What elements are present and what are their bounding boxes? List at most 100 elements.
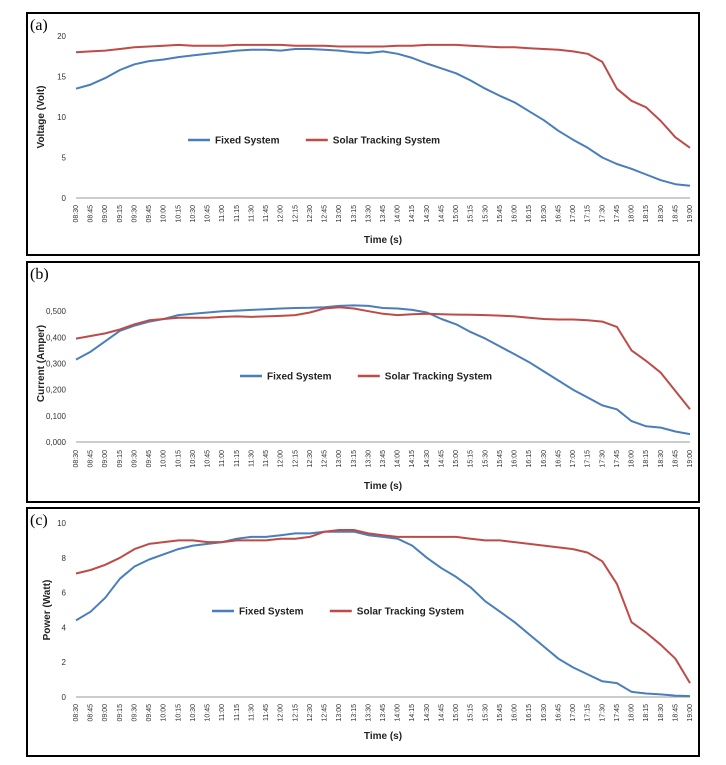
y-tick-label: 10 xyxy=(57,113,66,122)
x-axis-title: Time (s) xyxy=(364,481,402,492)
x-tick-label: 15:30 xyxy=(482,704,489,722)
x-tick-label: 15:15 xyxy=(468,704,475,722)
x-tick-label: 16:15 xyxy=(526,450,533,468)
y-tick-label: 0,400 xyxy=(46,333,67,342)
x-tick-label: 08:45 xyxy=(88,205,95,223)
x-tick-label: 16:00 xyxy=(512,450,519,468)
x-tick-label: 10:45 xyxy=(205,205,212,223)
x-tick-label: 18:30 xyxy=(658,205,665,223)
x-tick-label: 13:45 xyxy=(380,450,387,468)
y-axis-title: Voltage (Volt) xyxy=(36,86,47,149)
legend-label: Solar Tracking System xyxy=(385,372,492,383)
x-tick-label: 12:30 xyxy=(307,205,314,223)
x-tick-label: 14:00 xyxy=(395,205,402,223)
legend-label: Solar Tracking System xyxy=(357,607,464,618)
x-tick-label: 09:15 xyxy=(117,704,124,722)
x-tick-label: 18:15 xyxy=(643,450,650,468)
x-tick-label: 17:00 xyxy=(570,704,577,722)
y-tick-label: 0 xyxy=(62,693,67,702)
chart-panel-3: (c) 0 2 4 6 8 10 08:30 08:45 09:00 09:15 09:30 09:45… xyxy=(26,507,700,757)
x-tick-label: 16:15 xyxy=(526,704,533,722)
panel-label: (c) xyxy=(30,512,48,529)
x-tick-label: 08:45 xyxy=(88,704,95,722)
y-tick-label: 0,500 xyxy=(46,307,67,316)
x-tick-label: 16:00 xyxy=(512,205,519,223)
x-tick-label: 10:15 xyxy=(175,450,182,468)
panel-frame xyxy=(26,261,700,503)
x-tick-label: 11:30 xyxy=(248,450,255,467)
x-tick-label: 10:00 xyxy=(161,450,168,468)
x-tick-label: 18:15 xyxy=(643,704,650,722)
x-tick-label: 16:30 xyxy=(541,205,548,223)
x-tick-label: 14:45 xyxy=(438,704,445,722)
x-tick-label: 15:45 xyxy=(497,450,504,468)
legend-label: Fixed System xyxy=(215,136,280,147)
x-tick-label: 11:45 xyxy=(263,205,270,222)
x-tick-label: 10:30 xyxy=(190,205,197,223)
x-tick-label: 16:30 xyxy=(541,450,548,468)
x-tick-label: 17:00 xyxy=(570,450,577,468)
x-tick-label: 09:00 xyxy=(102,450,109,468)
x-tick-label: 16:45 xyxy=(555,205,562,223)
x-tick-label: 15:00 xyxy=(453,205,460,223)
x-tick-label: 10:15 xyxy=(175,205,182,223)
x-tick-label: 12:00 xyxy=(278,704,285,722)
x-tick-label: 13:15 xyxy=(351,450,358,468)
x-tick-label: 13:00 xyxy=(336,704,343,722)
x-tick-label: 16:45 xyxy=(555,450,562,468)
y-axis-title: Current (Amper) xyxy=(36,325,47,402)
x-tick-label: 18:30 xyxy=(658,704,665,722)
x-tick-label: 08:30 xyxy=(73,704,80,722)
x-tick-label: 13:45 xyxy=(380,205,387,223)
x-tick-label: 15:30 xyxy=(482,205,489,223)
y-tick-label: 0 xyxy=(62,194,67,203)
x-tick-label: 09:00 xyxy=(102,704,109,722)
x-tick-label: 11:45 xyxy=(263,450,270,467)
chart-panel-1: (a) 0 5 10 15 20 08:30 08:45 09:00 09:15 09:30 09:4… xyxy=(26,12,700,256)
x-tick-label: 11:00 xyxy=(219,450,226,467)
y-tick-label: 2 xyxy=(62,658,67,667)
x-tick-label: 09:45 xyxy=(146,450,153,468)
panel-label: (a) xyxy=(30,17,48,34)
legend-label: Solar Tracking System xyxy=(333,136,440,147)
legend-label: Fixed System xyxy=(267,372,332,383)
x-tick-label: 17:00 xyxy=(570,205,577,223)
x-tick-label: 14:45 xyxy=(438,450,445,468)
x-tick-label: 09:30 xyxy=(131,450,138,468)
x-tick-label: 08:45 xyxy=(88,450,95,468)
x-tick-label: 10:45 xyxy=(205,704,212,722)
y-tick-label: 10 xyxy=(57,519,66,528)
panel-frame xyxy=(26,12,700,256)
x-tick-label: 15:00 xyxy=(453,704,460,722)
x-tick-label: 15:15 xyxy=(468,450,475,468)
x-tick-label: 14:30 xyxy=(424,205,431,223)
x-tick-label: 17:15 xyxy=(585,205,592,223)
x-tick-label: 15:45 xyxy=(497,205,504,223)
x-tick-label: 15:00 xyxy=(453,450,460,468)
x-tick-label: 11:30 xyxy=(248,704,255,721)
x-tick-label: 09:30 xyxy=(131,205,138,223)
x-tick-label: 14:00 xyxy=(395,450,402,468)
x-tick-label: 13:00 xyxy=(336,205,343,223)
chart-panel-2: (b) 0,000 0,100 0,200 0,300 0,400 0,500 08:30 08… xyxy=(26,261,700,503)
x-tick-label: 19:00 xyxy=(687,450,694,468)
x-tick-label: 12:15 xyxy=(292,704,299,722)
x-tick-label: 13:30 xyxy=(365,205,372,223)
x-tick-label: 12:30 xyxy=(307,704,314,722)
x-tick-label: 12:45 xyxy=(322,450,329,468)
y-tick-label: 15 xyxy=(57,73,66,82)
x-tick-label: 12:00 xyxy=(278,450,285,468)
x-tick-label: 12:45 xyxy=(322,205,329,223)
solar-tracking-system-line xyxy=(75,306,691,410)
x-tick-label: 12:30 xyxy=(307,450,314,468)
x-tick-label: 16:00 xyxy=(512,704,519,722)
x-tick-label: 09:15 xyxy=(117,205,124,223)
x-tick-label: 10:30 xyxy=(190,450,197,468)
x-tick-label: 08:30 xyxy=(73,450,80,468)
x-tick-label: 10:00 xyxy=(161,205,168,223)
x-tick-label: 10:00 xyxy=(161,704,168,722)
x-tick-label: 11:00 xyxy=(219,704,226,721)
x-tick-label: 11:15 xyxy=(234,205,241,222)
x-axis-title: Time (s) xyxy=(364,731,402,742)
x-tick-label: 17:15 xyxy=(585,704,592,722)
